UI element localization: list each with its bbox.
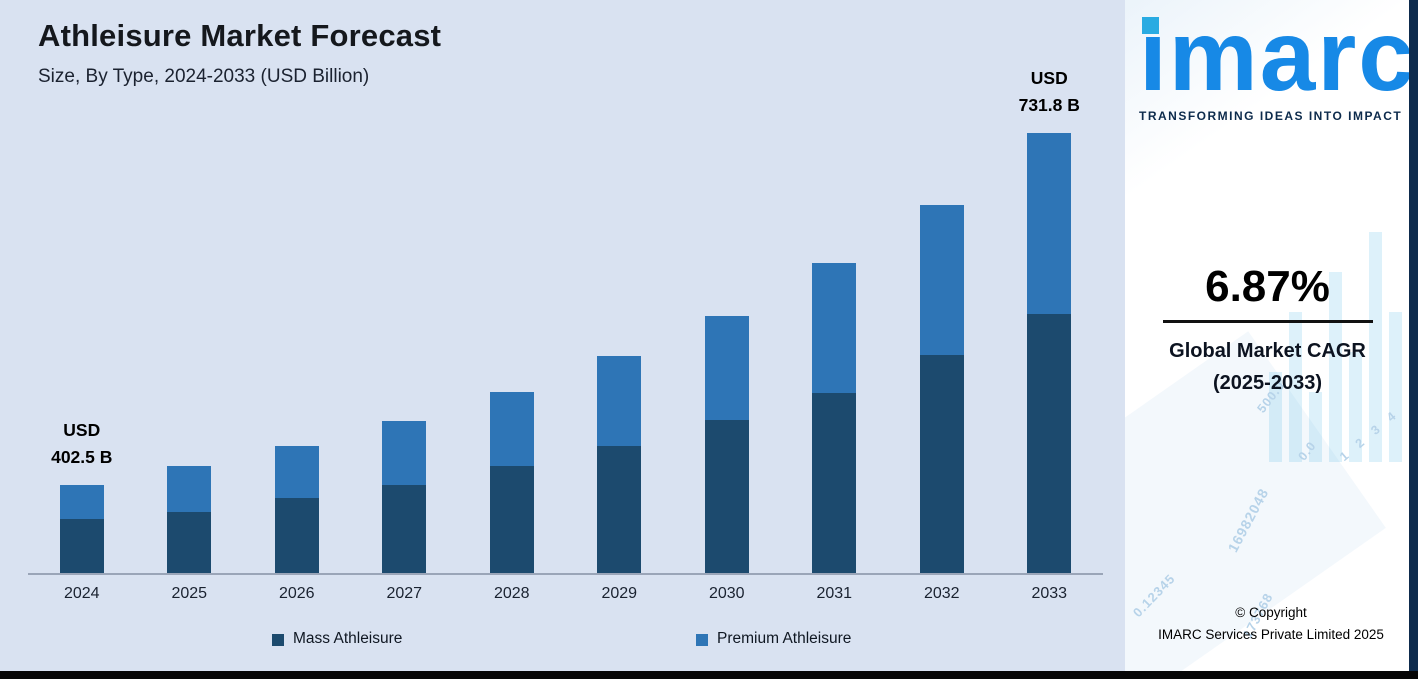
bar-segment-mass xyxy=(919,355,964,573)
x-tick-2030: 2030 xyxy=(708,585,745,602)
bar-2030 xyxy=(704,316,749,573)
legend-item-mass: Mass Athleisure xyxy=(272,630,402,648)
imarc-logo-dot-icon xyxy=(1142,17,1159,34)
bar-2032 xyxy=(919,205,964,573)
decorative-bar-chart xyxy=(1269,206,1402,462)
bar-segment-premium xyxy=(274,446,319,498)
chart-subtitle: Size, By Type, 2024-2033 (USD Billion) xyxy=(38,66,370,87)
chart-panel: Athleisure Market Forecast Size, By Type… xyxy=(0,0,1125,672)
bar-segment-mass xyxy=(59,519,104,573)
bar-segment-mass xyxy=(704,420,749,573)
x-tick-2025: 2025 xyxy=(171,585,208,602)
bar-segment-premium xyxy=(812,263,857,393)
bar-segment-mass xyxy=(274,498,319,573)
bar-segment-premium xyxy=(59,485,104,519)
bar-2024 xyxy=(59,485,104,573)
bar-segment-premium xyxy=(489,392,534,466)
brand-sidebar: ımarc TRANSFORMING IDEAS INTO IMPACT 6.8… xyxy=(1125,0,1418,672)
bar-2029 xyxy=(597,356,642,573)
x-axis-labels: 2024 2025 2026 2027 2028 2029 2030 2031 2032 2033 xyxy=(28,585,1103,603)
bar-segment-mass xyxy=(597,446,642,573)
copyright-line2: IMARC Services Private Limited 2025 xyxy=(1158,627,1384,643)
x-tick-2026: 2026 xyxy=(278,585,315,602)
copyright: © Copyright IMARC Services Private Limit… xyxy=(1135,602,1407,647)
plot-area: USD 402.5 B USD 731.8 B xyxy=(28,68,1104,575)
imarc-logo: ımarc xyxy=(1139,6,1416,106)
bar-slot-2027 xyxy=(351,115,459,573)
bar-slot-2024: USD 402.5 B xyxy=(28,115,136,573)
copyright-line1: © Copyright xyxy=(1235,605,1307,620)
value-label-2024: USD 402.5 B xyxy=(51,419,113,467)
legend-swatch-mass xyxy=(272,633,284,646)
bottom-bar xyxy=(0,671,1418,679)
bar-slot-2032 xyxy=(888,115,996,573)
cagr-title: Global Market CAGR xyxy=(1169,340,1366,362)
accent-strip xyxy=(1409,0,1418,672)
cagr-value: 6.87% xyxy=(1205,262,1330,311)
bar-segment-premium xyxy=(1027,133,1072,314)
legend-label-mass: Mass Athleisure xyxy=(293,630,403,647)
value-label-2033: USD 731.8 B xyxy=(1018,67,1080,115)
bar-slot-2033: USD 731.8 B xyxy=(996,68,1104,573)
bar-slot-2026 xyxy=(243,115,351,573)
x-tick-2031: 2031 xyxy=(816,585,853,602)
legend-swatch-premium xyxy=(696,633,708,646)
bar-slot-2028 xyxy=(458,115,566,573)
x-tick-2024: 2024 xyxy=(63,585,100,602)
x-tick-2033: 2033 xyxy=(1031,585,1068,602)
bar-2028 xyxy=(489,392,534,573)
bar-segment-mass xyxy=(489,466,534,573)
bar-segment-mass xyxy=(812,393,857,573)
legend-label-premium: Premium Athleisure xyxy=(717,630,852,647)
bar-2031 xyxy=(812,263,857,573)
legend: Mass Athleisure Premium Athleisure xyxy=(0,630,1125,658)
imarc-logo-text: ımarc xyxy=(1139,0,1416,112)
bar-segment-premium xyxy=(167,466,212,512)
bar-2026 xyxy=(274,446,319,573)
bar-segment-mass xyxy=(167,512,212,573)
chart-title: Athleisure Market Forecast xyxy=(38,18,442,53)
x-tick-2028: 2028 xyxy=(493,585,530,602)
bar-2027 xyxy=(382,421,427,573)
x-tick-2027: 2027 xyxy=(386,585,423,602)
x-tick-2032: 2032 xyxy=(923,585,960,602)
bar-2033 xyxy=(1027,133,1072,573)
bar-segment-premium xyxy=(919,205,964,355)
bar-segment-premium xyxy=(597,356,642,446)
brand-tagline: TRANSFORMING IDEAS INTO IMPACT xyxy=(1139,109,1403,123)
bar-slot-2030 xyxy=(673,115,781,573)
cagr-period: (2025-2033) xyxy=(1213,372,1322,394)
bar-slot-2025 xyxy=(136,115,244,573)
x-tick-2029: 2029 xyxy=(601,585,638,602)
bar-segment-premium xyxy=(382,421,427,485)
bar-slot-2029 xyxy=(566,115,674,573)
bar-segment-mass xyxy=(382,485,427,573)
bar-slot-2031 xyxy=(781,115,889,573)
bar-2025 xyxy=(167,466,212,573)
bar-segment-mass xyxy=(1027,314,1072,573)
legend-item-premium: Premium Athleisure xyxy=(696,630,851,648)
cagr-underline xyxy=(1163,320,1373,323)
bar-segment-premium xyxy=(704,316,749,420)
